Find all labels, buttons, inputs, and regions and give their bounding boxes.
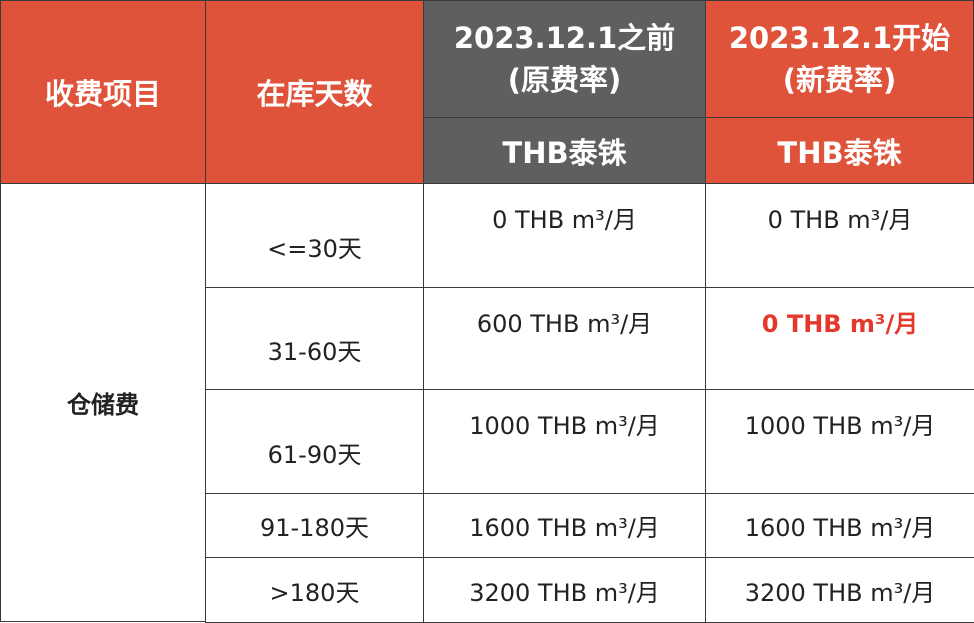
days-text: 91-180天	[259, 514, 369, 542]
header-text: THB泰铢	[502, 135, 627, 170]
rate-cell: 600 THB m³/月	[423, 287, 706, 390]
days-text: >180天	[269, 578, 360, 607]
header-cell: 2023.12.1之前 (原费率)	[423, 0, 706, 118]
rate-text: 3200 THB m³/月	[744, 578, 936, 607]
item-cell: 仓储费	[0, 183, 206, 622]
rate-cell: 0 THB m³/月	[423, 183, 706, 288]
rate-cell: 1000 THB m³/月	[423, 389, 706, 494]
header-text: (原费率)	[507, 63, 622, 97]
rate-text: 0 THB m³/月	[767, 206, 913, 234]
rate-cell: 3200 THB m³/月	[423, 557, 706, 623]
rate-text: 1600 THB m³/月	[469, 514, 660, 542]
rate-text: 1000 THB m³/月	[744, 412, 936, 440]
rate-text: 600 THB m³/月	[476, 310, 653, 338]
header-text: (新费率)	[782, 63, 897, 97]
header-cell: THB泰铢	[705, 117, 974, 184]
days-cell: 61-90天	[205, 389, 424, 494]
days-cell: <=30天	[205, 183, 424, 288]
rate-cell: 1600 THB m³/月	[423, 493, 706, 558]
header-cell: 收费项目	[0, 0, 206, 184]
days-text: <=30天	[267, 235, 362, 263]
item-text: 仓储费	[67, 391, 139, 419]
header-cell: THB泰铢	[423, 117, 706, 184]
days-cell: >180天	[205, 557, 424, 623]
header-text: THB泰铢	[777, 135, 902, 170]
header-cell: 在库天数	[205, 0, 424, 184]
rate-text: 3200 THB m³/月	[469, 578, 660, 607]
rate-text: 0 THB m³/月	[492, 206, 637, 234]
header-text: 2023.12.1之前	[453, 21, 676, 55]
days-cell: 31-60天	[205, 287, 424, 390]
header-text: 在库天数	[256, 77, 373, 111]
rate-text: 1600 THB m³/月	[744, 514, 936, 542]
rate-cell: 1000 THB m³/月	[705, 389, 974, 494]
days-text: 61-90天	[267, 441, 362, 469]
rate-cell: 1600 THB m³/月	[705, 493, 974, 558]
days-cell: 91-180天	[205, 493, 424, 558]
rate-text: 0 THB m³/月	[761, 310, 919, 338]
header-text: 2023.12.1开始	[728, 21, 951, 55]
rate-text: 1000 THB m³/月	[469, 412, 660, 440]
header-cell: 2023.12.1开始 (新费率)	[705, 0, 974, 118]
rate-cell: 0 THB m³/月	[705, 287, 974, 390]
days-text: 31-60天	[267, 338, 362, 366]
header-text: 收费项目	[44, 77, 161, 111]
rate-cell: 3200 THB m³/月	[705, 557, 974, 623]
rate-cell: 0 THB m³/月	[705, 183, 974, 288]
